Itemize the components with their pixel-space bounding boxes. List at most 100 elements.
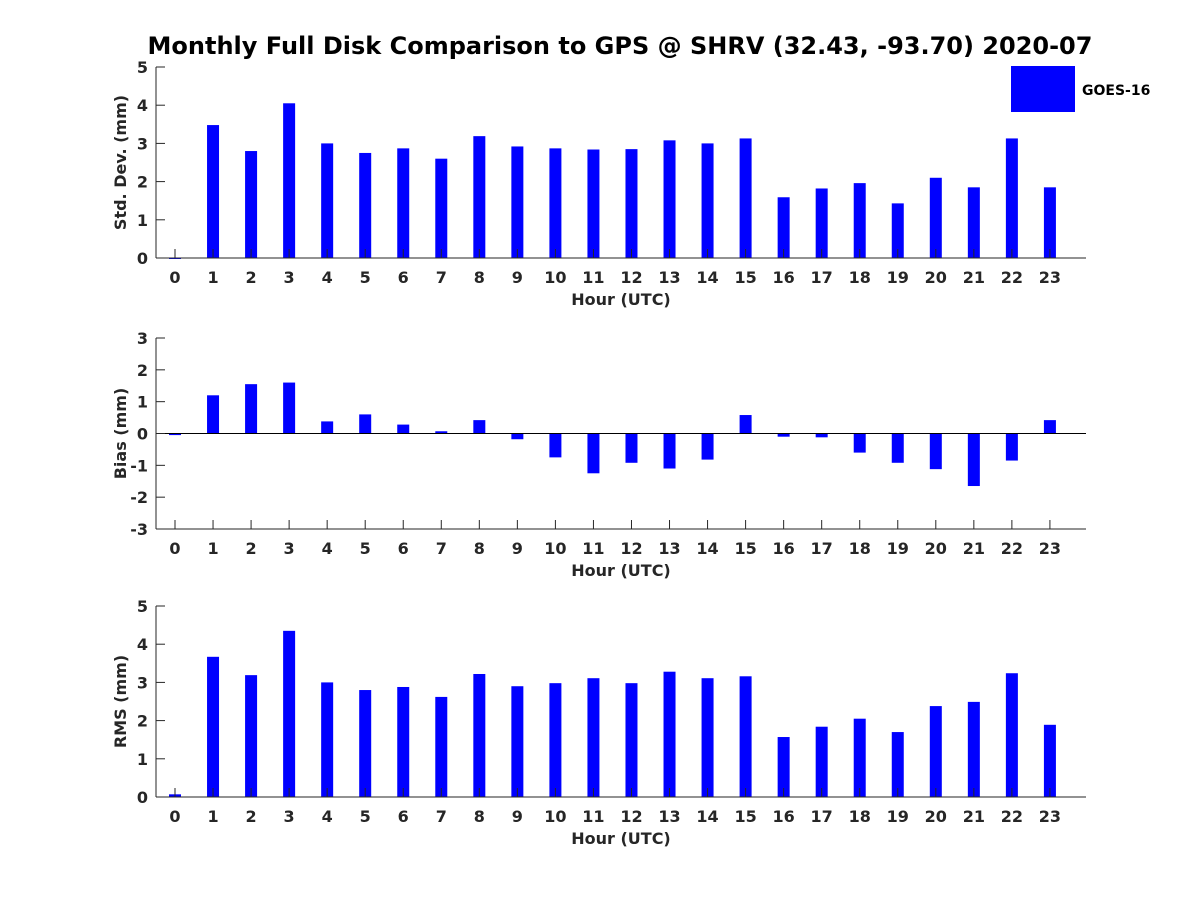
y-tick-label: 4 — [137, 96, 148, 115]
x-tick-label: 21 — [963, 807, 985, 826]
x-tick-label: 8 — [474, 539, 485, 558]
x-tick-label: 4 — [322, 807, 333, 826]
bar-18 — [853, 183, 866, 258]
x-tick-label: 2 — [246, 807, 257, 826]
bar-3 — [283, 103, 296, 258]
bar-5 — [359, 152, 372, 258]
x-tick-label: 8 — [474, 268, 485, 287]
y-tick-label: 0 — [137, 249, 148, 268]
bar-13 — [663, 140, 676, 258]
bar-18 — [853, 433, 866, 453]
bar-4 — [321, 421, 334, 434]
x-tick-label: 13 — [658, 268, 680, 287]
bar-22 — [1005, 433, 1018, 461]
y-axis-label: RMS (mm) — [111, 655, 130, 748]
x-tick-label: 11 — [582, 539, 604, 558]
bar-10 — [549, 148, 562, 258]
y-tick-label: 0 — [137, 788, 148, 807]
x-tick-label: 10 — [544, 539, 566, 558]
y-tick-label: 1 — [137, 393, 148, 412]
x-tick-label: 20 — [925, 268, 947, 287]
y-tick-label: 1 — [137, 750, 148, 769]
bar-12 — [625, 433, 638, 463]
bar-14 — [701, 433, 714, 460]
x-tick-label: 23 — [1039, 807, 1061, 826]
x-tick-label: 3 — [284, 807, 295, 826]
x-tick-label: 12 — [620, 268, 642, 287]
x-tick-label: 0 — [169, 807, 180, 826]
y-tick-label: 0 — [137, 425, 148, 444]
x-tick-label: 1 — [207, 539, 218, 558]
y-tick-label: 2 — [137, 712, 148, 731]
bar-7 — [435, 431, 448, 434]
bar-15 — [739, 676, 752, 797]
bar-12 — [625, 149, 638, 258]
x-tick-label: 5 — [360, 539, 371, 558]
x-tick-label: 21 — [963, 539, 985, 558]
bar-15 — [739, 138, 752, 258]
bar-16 — [777, 737, 790, 797]
x-tick-label: 9 — [512, 807, 523, 826]
y-axis-label: Std. Dev. (mm) — [111, 95, 130, 230]
bar-22 — [1005, 138, 1018, 258]
bar-13 — [663, 433, 676, 469]
x-tick-label: 1 — [207, 807, 218, 826]
x-tick-label: 19 — [887, 268, 909, 287]
x-tick-label: 4 — [322, 539, 333, 558]
bar-5 — [359, 690, 372, 797]
x-tick-label: 17 — [811, 539, 833, 558]
bar-7 — [435, 158, 448, 258]
bar-14 — [701, 143, 714, 258]
bar-8 — [473, 420, 486, 434]
bar-4 — [321, 682, 334, 797]
x-tick-label: 9 — [512, 268, 523, 287]
x-tick-label: 16 — [773, 539, 795, 558]
x-tick-label: 17 — [811, 268, 833, 287]
chart-title: Monthly Full Disk Comparison to GPS @ SH… — [148, 32, 1093, 60]
y-tick-label: 2 — [137, 361, 148, 380]
x-tick-label: 4 — [322, 268, 333, 287]
y-tick-label: 2 — [137, 173, 148, 192]
x-tick-label: 22 — [1001, 807, 1023, 826]
x-tick-label: 15 — [734, 268, 756, 287]
bar-10 — [549, 433, 562, 458]
bar-23 — [1043, 724, 1056, 797]
bar-22 — [1005, 673, 1018, 797]
x-tick-label: 12 — [620, 807, 642, 826]
x-tick-label: 14 — [696, 807, 718, 826]
bar-2 — [245, 675, 258, 797]
y-tick-label: 5 — [137, 597, 148, 616]
x-tick-label: 12 — [620, 539, 642, 558]
bar-23 — [1043, 420, 1056, 434]
x-tick-label: 23 — [1039, 539, 1061, 558]
y-tick-label: 4 — [137, 635, 148, 654]
x-tick-label: 13 — [658, 807, 680, 826]
bar-17 — [815, 188, 828, 258]
legend-box — [1011, 66, 1075, 112]
bar-11 — [587, 433, 600, 474]
x-tick-label: 1 — [207, 268, 218, 287]
bar-12 — [625, 683, 638, 797]
bar-23 — [1043, 187, 1056, 258]
y-tick-label: -2 — [130, 488, 148, 507]
bar-11 — [587, 678, 600, 797]
legend: GOES-16 — [1011, 66, 1150, 112]
bar-21 — [967, 433, 980, 487]
x-tick-label: 0 — [169, 268, 180, 287]
bar-1 — [207, 656, 220, 797]
bar-16 — [777, 197, 790, 258]
x-tick-label: 15 — [734, 807, 756, 826]
x-axis-label: Hour (UTC) — [571, 829, 671, 848]
bar-5 — [359, 414, 372, 434]
x-tick-label: 2 — [246, 268, 257, 287]
bar-18 — [853, 718, 866, 797]
x-tick-label: 10 — [544, 807, 566, 826]
bar-16 — [777, 433, 790, 437]
bar-9 — [511, 686, 524, 797]
y-tick-label: 3 — [137, 673, 148, 692]
bar-8 — [473, 673, 486, 797]
